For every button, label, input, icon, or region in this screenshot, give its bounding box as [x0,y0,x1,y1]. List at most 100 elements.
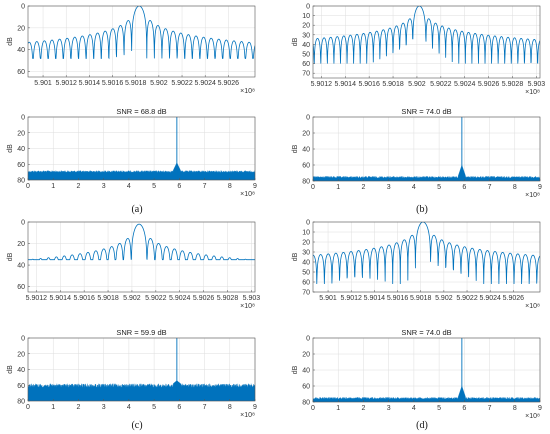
x-tick-label: 6 [462,405,466,412]
x-tick-label: 5.9012 [341,295,363,302]
y-tick-label: 60 [302,163,310,170]
x-tick-label: 5.9026 [503,295,525,302]
y-tick-label: 20 [302,131,310,138]
y-tick-label: 0 [306,115,310,122]
y-axis-label: dB [292,144,299,153]
x-tick-label: 5.901 [319,295,337,302]
y-tick-label: 70 [302,290,310,297]
y-tick-label: 80 [17,399,25,406]
x-tick-label: 5.9022 [145,295,167,302]
y-tick-label: 70 [302,71,310,78]
x-tick-label: 5.902 [408,81,426,88]
x-tick-label: 7 [488,405,492,412]
y-tick-label: 40 [302,147,310,154]
y-tick-label: 40 [302,42,310,49]
x-tick-label: 9 [538,405,542,412]
y-tick-label: 10 [302,230,310,237]
y-tick-label: 20 [302,23,310,30]
x-exponent-label: ×10⁸ [240,88,255,95]
caption-d: (d) [416,420,428,431]
y-tick-label: 20 [17,241,25,248]
x-tick-label: 5.9024 [479,295,501,302]
y-tick-label: 10 [302,13,310,20]
y-tick-label: 40 [302,368,310,375]
caption-c: (c) [131,420,142,431]
y-axis-label: dB [7,252,14,261]
x-tick-label: 1 [336,184,340,191]
x-exponent-label: ×10⁸ [240,412,255,419]
y-tick-label: 20 [17,25,25,32]
chart-title: SNR = 68.8 dB [116,107,166,116]
x-tick-label: 5.9024 [454,81,476,88]
y-axis-label: dB [7,37,14,46]
axes-frame [27,5,256,78]
x-tick-label: 5.9014 [335,81,357,88]
noise-floor-area [28,380,255,401]
y-tick-label: 60 [302,61,310,68]
x-tick-label: 9 [253,404,257,411]
y-axis-label: dB [7,365,14,374]
y-tick-label: 0 [21,115,25,122]
x-tick-label: 8 [513,405,517,412]
noise-floor-area [313,385,540,402]
x-tick-label: 2 [361,184,365,191]
chart-title: SNR = 74.0 dB [401,107,451,116]
x-tick-label: 5.9016 [387,295,409,302]
x-tick-label: 8 [513,184,517,191]
x-tick-label: 5.903 [528,81,546,88]
x-tick-label: 5.9018 [382,81,404,88]
x-tick-label: 0 [311,405,315,412]
x-tick-label: 5.9016 [358,81,380,88]
y-tick-label: 0 [21,4,25,11]
y-tick-label: 0 [21,336,25,343]
x-tick-label: 3 [102,404,106,411]
y-axis-label: dB [292,365,299,374]
x-tick-label: 0 [311,184,315,191]
panel-b-full: 0 1 2 3 4 5 6 7 8 9 0 20 40 60 80 dB ×10⁸ SNR = 74.0 dB [292,107,542,199]
x-tick-label: 6 [177,404,181,411]
x-tick-label: 5.9012 [311,81,333,88]
x-tick-label: 5.9016 [73,295,95,302]
x-tick-label: 5.9026 [193,295,215,302]
y-axis-label: dB [292,37,299,46]
panel-b-zoom: 5.9012 5.9014 5.9016 5.9018 5.902 5.9022 5.902… [292,4,545,97]
y-tick-label: 30 [302,32,310,39]
axes-frame [312,5,541,79]
x-tick-label: 9 [253,183,257,190]
x-tick-label: 5 [152,183,156,190]
y-tick-label: 40 [17,263,25,270]
x-tick-label: 5.9026 [478,81,500,88]
x-tick-label: 8 [228,404,232,411]
axes-frame [27,221,256,293]
caption-a: (a) [131,204,142,215]
series-line [28,223,255,261]
y-tick-label: 80 [302,400,310,407]
x-tick-label: 5.9014 [50,295,72,302]
panel-d-full: 0 1 2 3 4 5 6 7 8 9 0 20 40 60 80 dB ×10⁸ SNR = 74.0 dB [292,328,542,420]
y-tick-label: 80 [17,178,25,185]
y-tick-label: 60 [302,384,310,391]
x-tick-label: 5.9022 [430,81,452,88]
x-tick-label: 5.9022 [456,295,478,302]
x-tick-label: 5.902 [150,80,168,87]
y-tick-label: 50 [302,52,310,59]
x-tick-label: 2 [76,183,80,190]
x-exponent-label: ×10⁸ [240,191,255,198]
x-tick-label: 5.9012 [56,80,78,87]
x-tick-label: 4 [127,183,131,190]
x-exponent-label: ×10⁸ [525,192,540,199]
noise-floor-area [313,164,540,181]
y-tick-label: 60 [302,280,310,287]
x-tick-label: 1 [51,183,55,190]
panel-a-zoom: 5.901 5.9012 5.9014 5.9016 5.9018 5.902 5.9022… [7,4,256,95]
y-tick-label: 40 [17,47,25,54]
x-tick-label: 5.9018 [410,295,432,302]
panel-d-zoom: 5.901 5.9012 5.9014 5.9016 5.9018 5.902 5.9022… [292,220,541,310]
x-tick-label: 4 [127,404,131,411]
caption-b: (b) [416,204,428,215]
y-tick-label: 20 [302,240,310,247]
x-tick-label: 5.9018 [125,80,147,87]
x-tick-label: 5.9024 [169,295,191,302]
series-line [28,6,255,60]
